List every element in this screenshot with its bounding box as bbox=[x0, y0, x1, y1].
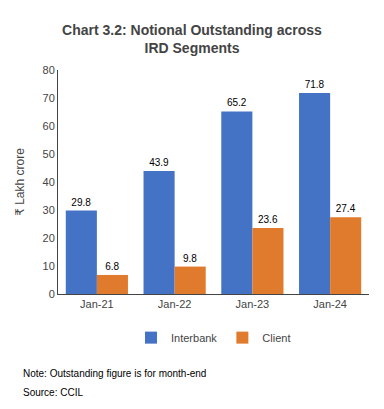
svg-text:Chart 3.2: Notional Outstandin: Chart 3.2: Notional Outstanding acrossIR… bbox=[62, 22, 322, 56]
svg-text:Client: Client bbox=[262, 332, 290, 344]
svg-text:20: 20 bbox=[43, 232, 55, 244]
svg-text:27.4: 27.4 bbox=[336, 203, 356, 214]
svg-text:6.8: 6.8 bbox=[105, 261, 119, 272]
svg-text:Note: Outstanding figure is fo: Note: Outstanding figure is for month-en… bbox=[23, 368, 206, 379]
svg-text:80: 80 bbox=[43, 64, 55, 76]
svg-text:40: 40 bbox=[43, 176, 55, 188]
svg-text:65.2: 65.2 bbox=[227, 97, 247, 108]
svg-text:Jan-23: Jan-23 bbox=[236, 298, 270, 310]
svg-text:Jan-24: Jan-24 bbox=[313, 298, 347, 310]
svg-text:43.9: 43.9 bbox=[149, 157, 169, 168]
svg-text:Jan-21: Jan-21 bbox=[80, 298, 114, 310]
svg-text:50: 50 bbox=[43, 148, 55, 160]
svg-text:9.8: 9.8 bbox=[183, 253, 197, 264]
svg-text:Jan-22: Jan-22 bbox=[158, 298, 192, 310]
svg-text:70: 70 bbox=[43, 92, 55, 104]
svg-text:60: 60 bbox=[43, 120, 55, 132]
svg-text:Interbank: Interbank bbox=[171, 332, 217, 344]
svg-text:₹ Lakh crore: ₹ Lakh crore bbox=[13, 148, 27, 216]
svg-text:23.6: 23.6 bbox=[258, 214, 278, 225]
svg-text:29.8: 29.8 bbox=[71, 197, 91, 208]
svg-text:10: 10 bbox=[43, 260, 55, 272]
svg-text:71.8: 71.8 bbox=[305, 79, 325, 90]
svg-text:30: 30 bbox=[43, 204, 55, 216]
svg-text:0: 0 bbox=[49, 288, 55, 300]
svg-text:Source: CCIL: Source: CCIL bbox=[23, 387, 83, 398]
